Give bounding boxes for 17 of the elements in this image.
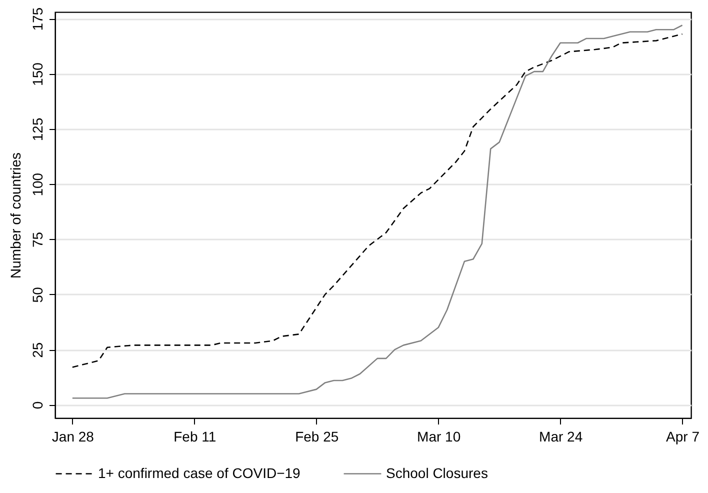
y-tick-label: 100 [30, 172, 46, 196]
x-tick-label: Apr 7 [666, 428, 700, 444]
y-tick-label: 50 [30, 286, 46, 303]
x-tick-label: Mar 24 [539, 428, 583, 444]
x-tick-label: Mar 10 [417, 428, 461, 444]
x-tick-label: Feb 11 [174, 428, 216, 444]
legend-label: School Closures [386, 464, 488, 481]
x-tick-label: Jan 28 [52, 428, 94, 444]
x-tick-label: Feb 25 [295, 428, 339, 444]
y-tick-label: 125 [30, 118, 46, 142]
legend-label: 1+ confirmed case of COVID−19 [98, 464, 301, 481]
y-tick-label: 0 [30, 401, 46, 410]
y-tick-label: 150 [30, 62, 46, 86]
y-tick-label: 175 [30, 7, 46, 31]
y-axis-title: Number of countries [8, 152, 24, 279]
y-tick-label: 25 [30, 342, 46, 358]
y-tick-label: 75 [30, 232, 46, 248]
